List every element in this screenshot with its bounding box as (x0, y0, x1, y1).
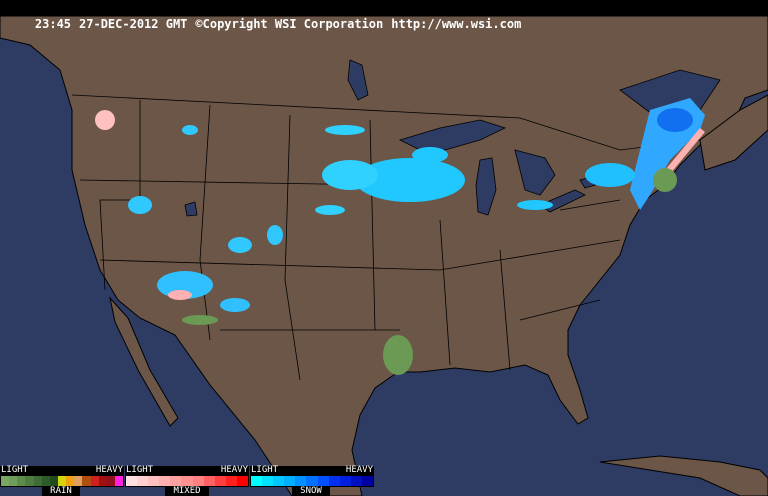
snow-upper-midwest (355, 158, 465, 202)
legend-swatch (214, 476, 226, 486)
great-salt-lake (184, 201, 198, 217)
legend-swatch (295, 476, 307, 486)
snow-nevada (128, 196, 152, 214)
legend-swatch (82, 476, 91, 486)
legend-swatch (9, 476, 18, 486)
legend-swatch (273, 476, 285, 486)
legend-swatch (225, 476, 237, 486)
snow-northeast-core (657, 108, 693, 132)
legend-swatch (41, 476, 50, 486)
legend-swatch (251, 476, 263, 486)
baja-california (109, 296, 179, 427)
copyright-text: ©Copyright WSI Corporation (195, 17, 384, 31)
header-bar: 23:45 27-DEC-2012 GMT ©Copyright WSI Corpo… (0, 0, 768, 31)
legend-swatch (17, 476, 26, 486)
rain-arizona (182, 315, 218, 325)
legend-swatch (181, 476, 193, 486)
snow-dakotas (322, 160, 378, 190)
legend-swatch (90, 476, 99, 486)
timestamp-date: 27-DEC-2012 GMT (79, 17, 188, 31)
url-text: http://www.wsi.com (391, 17, 522, 31)
cuba (599, 455, 768, 496)
legend-type-label: SNOW (292, 487, 330, 496)
legend-swatch (159, 476, 171, 486)
precipitation (95, 98, 705, 375)
legend-heavy-label: HEAVY (220, 465, 248, 475)
legend-swatch (192, 476, 204, 486)
legend-color-bar (0, 475, 124, 487)
lake-winnipeg (347, 59, 369, 101)
mixed-arizona (168, 290, 192, 300)
legend-swatch (328, 476, 340, 486)
legend-snow: LIGHT HEAVY SNOW (250, 466, 374, 496)
legend-swatch (361, 476, 374, 486)
legend-swatch (170, 476, 182, 486)
legend-type-label: MIXED (165, 487, 209, 496)
legend-swatch (236, 476, 249, 486)
legend-swatch (57, 476, 67, 486)
timestamp-time: 23:45 (34, 17, 72, 31)
legend-swatch (74, 476, 83, 486)
legend-swatch (339, 476, 351, 486)
lake-michigan (475, 157, 497, 216)
legend-swatch (66, 476, 75, 486)
snow-michigan (517, 200, 553, 210)
legend-light-label: LIGHT (126, 465, 154, 475)
legend-rain: LIGHT HEAVY RAIN (0, 466, 124, 496)
legend-swatch (148, 476, 160, 486)
nova-scotia (699, 94, 768, 171)
snow-minnesota (412, 147, 448, 163)
legend-light-label: LIGHT (251, 465, 279, 475)
legend-swatch (317, 476, 329, 486)
legend-color-bar (125, 475, 249, 487)
legend-color-bar (250, 475, 374, 487)
mixed-northwest (95, 110, 115, 130)
snow-new-york (585, 163, 635, 187)
snow-new-mexico (220, 298, 250, 312)
legend-swatch (1, 476, 10, 486)
lake-huron (514, 149, 556, 196)
legend-swatch (262, 476, 274, 486)
legend-heavy-label: HEAVY (95, 465, 123, 475)
legend-swatch (126, 476, 138, 486)
legend-mixed: LIGHT HEAVY MIXED (125, 466, 249, 496)
rain-new-england (653, 168, 677, 192)
legend-swatch (49, 476, 58, 486)
snow-colorado (228, 237, 252, 253)
snow-montana (325, 125, 365, 135)
legend-heavy-label: HEAVY (345, 465, 373, 475)
legend-light-label: LIGHT (1, 465, 29, 475)
rain-texas (383, 335, 413, 375)
legend-swatch (33, 476, 42, 486)
legend-swatch (203, 476, 215, 486)
mixed-maine-coast (660, 128, 705, 180)
legend-swatch (114, 476, 124, 486)
snow-colorado-2 (267, 225, 283, 245)
legend-type-label: RAIN (42, 487, 80, 496)
snow-idaho (182, 125, 198, 135)
legend-swatch (106, 476, 115, 486)
legend-swatch (137, 476, 149, 486)
legend-swatch (284, 476, 296, 486)
snow-nebraska (315, 205, 345, 215)
legend-swatch (306, 476, 318, 486)
legend-swatch (98, 476, 107, 486)
legend-swatch (25, 476, 34, 486)
legend-swatch (350, 476, 362, 486)
